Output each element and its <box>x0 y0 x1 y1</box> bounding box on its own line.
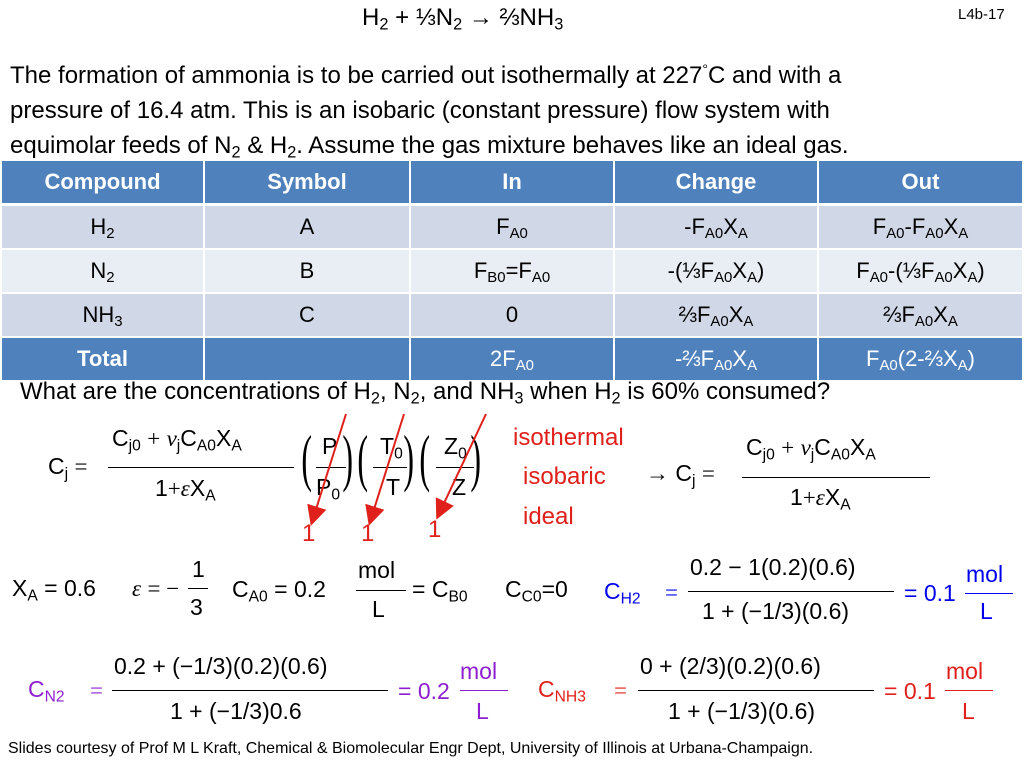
question: What are the concentrations of H2, N2, a… <box>20 378 831 408</box>
header-change: Change <box>614 161 819 206</box>
out-cell: FA0-FA0XA <box>818 204 1024 250</box>
header-compound: Compound <box>2 161 205 206</box>
table-row: N2 B FB0=FA0 -(⅓FA0XA) FA0-(⅓FA0XA) <box>2 249 1024 294</box>
compound-cell: NH3 <box>2 293 205 338</box>
ch2-denominator: 1 + (−1/3)(0.6) <box>702 598 850 624</box>
out-cell: FA0(2-⅔XA) <box>818 337 1024 382</box>
cnh3-denominator: 1 + (−1/3)(0.6) <box>668 698 816 724</box>
cn2-denominator: 1 + (−1/3)0.6 <box>170 698 302 724</box>
reaction-equation: H2 + ⅓N2 → ⅔NH3 <box>362 4 564 34</box>
change-cell: -FA0XA <box>614 204 819 250</box>
table-header: Compound Symbol In Change Out <box>2 161 1024 206</box>
arrow-temperature <box>365 413 405 526</box>
cb0-value: = CB0 <box>412 576 468 606</box>
change-cell: -(⅓FA0XA) <box>614 249 819 294</box>
arrow-compressibility <box>435 413 487 520</box>
conversion-value: XA = 0.6 <box>12 575 96 605</box>
ratio-one-compressibility: 1 <box>428 516 442 543</box>
cnh3-result: = 0.1 <box>884 678 936 704</box>
symbol-cell: A <box>204 204 411 250</box>
condition-isobaric: isobaric <box>523 463 606 490</box>
epsilon-numerator: 1 <box>192 556 205 582</box>
condition-ideal: ideal <box>523 503 574 530</box>
epsilon-value: ε = − <box>132 576 180 601</box>
ca0-value: CA0 = 0.2 <box>232 576 326 606</box>
ch2-numerator: 0.2 − 1(0.2)(0.6) <box>690 554 856 580</box>
condition-isothermal: isothermal <box>513 424 624 451</box>
cnh3-numerator: 0 + (2/3)(0.2)(0.6) <box>640 653 821 679</box>
cnh3-label: CNH3 <box>538 676 586 706</box>
cn2-numerator: 0.2 + (−1/3)(0.2)(0.6) <box>114 653 328 679</box>
out-cell: ⅔FA0XA <box>818 293 1024 338</box>
in-cell: FB0=FA0 <box>410 249 615 294</box>
stoichiometric-table: Compound Symbol In Change Out H2 A FA0 -… <box>2 161 1024 382</box>
table-row: H2 A FA0 -FA0XA FA0-FA0XA <box>2 204 1024 250</box>
ch2-result: = 0.1 <box>904 580 956 606</box>
compound-cell: N2 <box>2 249 205 294</box>
symbol-cell <box>204 337 411 382</box>
table-row: NH3 C 0 ⅔FA0XA ⅔FA0XA <box>2 293 1024 338</box>
table-row-total: Total 2FA0 -⅔FA0XA FA0(2-⅔XA) <box>2 337 1024 382</box>
ch2-label: CH2 <box>604 578 641 608</box>
header-symbol: Symbol <box>204 161 411 206</box>
in-cell: FA0 <box>410 204 615 250</box>
change-cell: -⅔FA0XA <box>614 337 819 382</box>
ratio-one-pressure: 1 <box>302 520 316 547</box>
compound-cell: H2 <box>2 204 205 250</box>
arrow-pressure <box>307 413 347 526</box>
in-cell: 0 <box>410 293 615 338</box>
change-cell: ⅔FA0XA <box>614 293 819 338</box>
in-cell: 2FA0 <box>410 337 615 382</box>
footer-credit: Slides courtesy of Prof M L Kraft, Chemi… <box>8 740 814 757</box>
symbol-cell: B <box>204 249 411 294</box>
compound-cell: Total <box>2 337 205 382</box>
ratio-one-temperature: 1 <box>361 520 375 547</box>
slide-number: L4b-17 <box>958 6 1005 23</box>
epsilon-denominator: 3 <box>190 594 203 620</box>
cc0-value: CC0=0 <box>505 576 568 606</box>
header-in: In <box>410 161 615 206</box>
out-cell: FA0-(⅓FA0XA) <box>818 249 1024 294</box>
cn2-label: CN2 <box>28 676 65 706</box>
problem-statement: The formation of ammonia is to be carrie… <box>10 61 849 162</box>
symbol-cell: C <box>204 293 411 338</box>
header-out: Out <box>818 161 1024 206</box>
cn2-result: = 0.2 <box>398 678 450 704</box>
